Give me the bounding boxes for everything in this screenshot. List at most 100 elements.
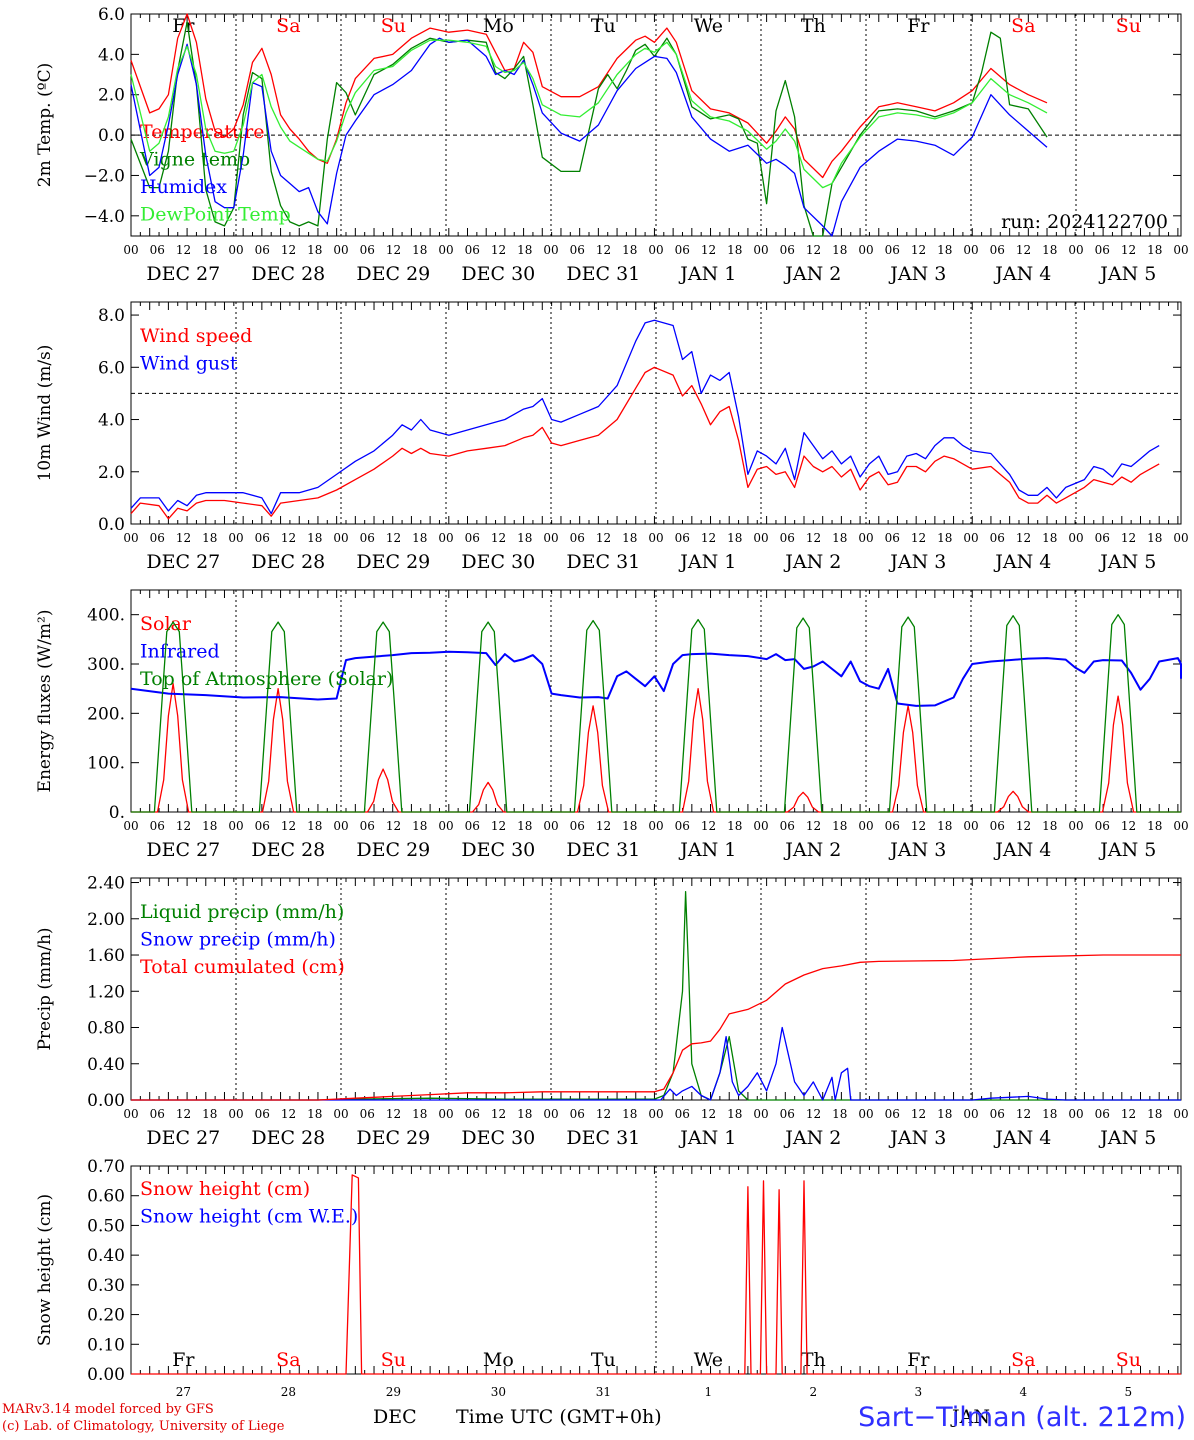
y-axis-label: Snow height (cm) (35, 1194, 55, 1346)
hour-tick-label: 18 (202, 531, 217, 545)
hour-tick-label: 12 (596, 1107, 611, 1121)
legend-entry: Top of Atmosphere (Solar) (140, 668, 393, 690)
hour-tick-label: 00 (648, 819, 663, 833)
hour-tick-label: 12 (281, 819, 296, 833)
weekday-label: We (694, 1349, 723, 1371)
weekday-label: Th (801, 1349, 826, 1371)
hour-tick-label: 12 (176, 1107, 191, 1121)
y-tick-label: 0.80 (87, 1019, 125, 1039)
series-line-dewpoint-temp (130, 39, 1048, 189)
hour-tick-label: 00 (123, 819, 138, 833)
hour-tick-label: 00 (228, 1107, 243, 1121)
hour-tick-label: 18 (622, 819, 637, 833)
date-label: JAN 1 (678, 551, 736, 573)
hour-tick-label: 00 (438, 1107, 453, 1121)
weekday-label: Fr (907, 1349, 930, 1371)
date-label: JAN 4 (993, 263, 1051, 285)
hour-tick-label: 12 (701, 819, 716, 833)
hour-tick-label: 00 (648, 531, 663, 545)
date-label: DEC 27 (146, 1127, 220, 1149)
hour-tick-label: 00 (963, 531, 978, 545)
date-label: JAN 5 (1098, 263, 1156, 285)
hour-tick-label: 12 (701, 1107, 716, 1121)
hour-tick-label: 00 (543, 243, 558, 257)
day-number-label: 29 (386, 1385, 401, 1399)
hour-tick-label: 06 (255, 819, 270, 833)
hour-tick-label: 12 (1121, 531, 1136, 545)
y-tick-label: 0.0 (98, 515, 125, 535)
weekday-label: We (694, 15, 723, 37)
hour-tick-label: 00 (753, 531, 768, 545)
y-tick-label: −4.0 (84, 207, 125, 227)
y-tick-label: 200. (87, 704, 125, 724)
hour-tick-label: 12 (701, 531, 716, 545)
hour-tick-label: 18 (622, 1107, 637, 1121)
bottom-month-jan: JAN (952, 1406, 990, 1428)
day-number-label: 3 (915, 1385, 923, 1399)
hour-tick-label: 00 (753, 1107, 768, 1121)
date-label: DEC 29 (356, 263, 430, 285)
date-label: DEC 31 (566, 839, 640, 861)
hour-tick-label: 06 (360, 1107, 375, 1121)
hour-tick-label: 00 (648, 243, 663, 257)
series-line-infrared (130, 650, 1182, 707)
hour-tick-label: 12 (806, 1107, 821, 1121)
hour-tick-label: 12 (1121, 819, 1136, 833)
model-credit: MARv3.14 model forced by GFS (2, 1402, 214, 1417)
y-tick-label: 300. (87, 655, 125, 675)
hour-tick-label: 00 (753, 243, 768, 257)
hour-tick-label: 12 (386, 531, 401, 545)
hour-tick-label: 06 (360, 819, 375, 833)
legend-entry: Snow precip (mm/h) (140, 929, 336, 951)
hour-tick-label: 12 (806, 531, 821, 545)
hour-tick-label: 06 (780, 243, 795, 257)
hour-tick-label: 06 (990, 819, 1005, 833)
date-label: DEC 30 (461, 1127, 535, 1149)
hour-tick-label: 12 (1121, 1107, 1136, 1121)
date-label: DEC 27 (146, 839, 220, 861)
hour-tick-label: 00 (1068, 819, 1083, 833)
day-number-label: 1 (705, 1385, 713, 1399)
day-number-label: 27 (176, 1385, 191, 1399)
hour-tick-label: 06 (1095, 531, 1110, 545)
hour-tick-label: 00 (543, 531, 558, 545)
legend-entry: Humidex (140, 176, 227, 198)
hour-tick-label: 06 (465, 531, 480, 545)
hour-tick-label: 06 (465, 1107, 480, 1121)
hour-tick-label: 00 (438, 819, 453, 833)
date-label: JAN 5 (1098, 839, 1156, 861)
day-number-label: 2 (810, 1385, 818, 1399)
run-label: run: 2024122700 (1001, 211, 1168, 233)
panel-4: 2.40 2.00 1.60 1.20 0.80 0.40 0.00 Precip (mm/h… (35, 874, 1189, 1149)
hour-tick-label: 18 (412, 1107, 427, 1121)
hour-tick-label: 12 (596, 531, 611, 545)
series-line-liquid-precip-mm-h- (131, 890, 1181, 1101)
hour-tick-label: 12 (1016, 819, 1031, 833)
weekday-label: Fr (172, 15, 195, 37)
hour-tick-label: 18 (307, 819, 322, 833)
weekday-label: Su (381, 1349, 406, 1371)
hour-tick-label: 00 (1173, 1107, 1188, 1121)
weekday-label: Su (381, 15, 406, 37)
hour-tick-label: 18 (202, 1107, 217, 1121)
date-label: DEC 30 (461, 551, 535, 573)
hour-tick-label: 12 (806, 243, 821, 257)
hour-tick-label: 12 (596, 819, 611, 833)
hour-tick-label: 18 (307, 243, 322, 257)
hour-tick-label: 18 (937, 819, 952, 833)
hour-tick-label: 18 (1042, 243, 1057, 257)
hour-tick-label: 06 (570, 1107, 585, 1121)
hour-tick-label: 18 (832, 1107, 847, 1121)
legend-entry: Wind gust (140, 353, 238, 375)
hour-tick-label: 00 (543, 1107, 558, 1121)
legend-entry: Infrared (140, 641, 220, 663)
hour-tick-label: 18 (937, 1107, 952, 1121)
hour-tick-label: 18 (727, 819, 742, 833)
y-tick-label: 0.70 (87, 1157, 125, 1177)
hour-tick-label: 00 (1068, 243, 1083, 257)
date-label: JAN 2 (783, 551, 841, 573)
y-tick-label: 0.30 (87, 1276, 125, 1296)
y-tick-label: −2.0 (84, 166, 125, 186)
hour-tick-label: 18 (1042, 819, 1057, 833)
date-label: DEC 28 (251, 551, 325, 573)
